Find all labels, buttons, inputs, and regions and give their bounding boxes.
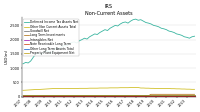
Note Receivable Long Term: [60, 95, 63, 97]
Other Long Term Assets Total: [63, 94, 65, 96]
Intangibles Net: [119, 96, 122, 97]
Line: Deferred Income Tax Assets Net: Deferred Income Tax Assets Net: [23, 19, 195, 64]
Title: IRS
Non-Current Assets: IRS Non-Current Assets: [85, 4, 133, 16]
Property Plant Equipment Net: [122, 94, 124, 96]
Other Long Term Assets Total: [119, 94, 122, 96]
Other Non Current Assets Total: [193, 89, 196, 90]
Property Plant Equipment Net: [119, 94, 122, 96]
Property Plant Equipment Net: [63, 94, 65, 96]
Note Receivable Long Term: [188, 95, 191, 97]
Other Non Current Assets Total: [122, 87, 124, 88]
Long Term Investments: [22, 95, 24, 96]
Intangibles Net: [193, 96, 196, 97]
Deferred Income Tax Assets Net: [22, 63, 24, 65]
Long Term Investments: [119, 95, 122, 96]
Intangibles Net: [63, 96, 65, 97]
Property Plant Equipment Net: [188, 94, 191, 96]
Legend: Deferred Income Tax Assets Net, Other Non Current Assets Total, Goodwill Net, Lo: Deferred Income Tax Assets Net, Other No…: [23, 19, 79, 56]
Goodwill Net: [122, 96, 124, 97]
Goodwill Net: [175, 96, 178, 97]
Intangibles Net: [188, 96, 191, 97]
Other Non Current Assets Total: [22, 90, 24, 91]
Other Non Current Assets Total: [60, 88, 63, 89]
Long Term Investments: [178, 94, 180, 95]
Intangibles Net: [22, 96, 24, 97]
Long Term Investments: [122, 95, 124, 96]
Other Long Term Assets Total: [122, 94, 124, 96]
Note Receivable Long Term: [119, 95, 122, 97]
Y-axis label: USD(m): USD(m): [4, 49, 8, 64]
Long Term Investments: [94, 95, 96, 96]
Property Plant Equipment Net: [60, 94, 63, 96]
Note Receivable Long Term: [22, 95, 24, 97]
Long Term Investments: [150, 94, 152, 95]
Note Receivable Long Term: [63, 95, 65, 97]
Other Non Current Assets Total: [119, 87, 122, 88]
Goodwill Net: [60, 96, 63, 97]
Property Plant Equipment Net: [193, 94, 196, 96]
Other Non Current Assets Total: [94, 87, 96, 89]
Other Long Term Assets Total: [22, 94, 24, 96]
Long Term Investments: [60, 95, 63, 96]
Goodwill Net: [193, 96, 196, 97]
Long Term Investments: [63, 95, 65, 96]
Goodwill Net: [119, 96, 122, 97]
Note Receivable Long Term: [193, 95, 196, 97]
Other Long Term Assets Total: [60, 94, 63, 96]
Note Receivable Long Term: [175, 95, 178, 97]
Intangibles Net: [175, 96, 178, 97]
Property Plant Equipment Net: [22, 94, 24, 96]
Goodwill Net: [188, 96, 191, 97]
Deferred Income Tax Assets Net: [193, 36, 196, 37]
Deferred Income Tax Assets Net: [60, 47, 63, 48]
Intangibles Net: [122, 96, 124, 97]
Property Plant Equipment Net: [175, 94, 178, 96]
Deferred Income Tax Assets Net: [134, 18, 137, 20]
Line: Long Term Investments: Long Term Investments: [23, 94, 195, 96]
Other Long Term Assets Total: [193, 94, 196, 96]
Goodwill Net: [22, 96, 24, 97]
Line: Other Non Current Assets Total: Other Non Current Assets Total: [23, 88, 195, 90]
Other Non Current Assets Total: [129, 87, 132, 88]
Note Receivable Long Term: [122, 95, 124, 97]
Other Non Current Assets Total: [178, 88, 180, 89]
Other Non Current Assets Total: [63, 88, 65, 89]
Goodwill Net: [63, 96, 65, 97]
Long Term Investments: [193, 94, 196, 95]
Deferred Income Tax Assets Net: [122, 22, 124, 23]
Intangibles Net: [60, 96, 63, 97]
Other Long Term Assets Total: [188, 94, 191, 96]
Deferred Income Tax Assets Net: [94, 33, 96, 35]
Deferred Income Tax Assets Net: [178, 34, 180, 35]
Other Long Term Assets Total: [175, 94, 178, 96]
Deferred Income Tax Assets Net: [63, 45, 65, 46]
Deferred Income Tax Assets Net: [119, 23, 122, 25]
